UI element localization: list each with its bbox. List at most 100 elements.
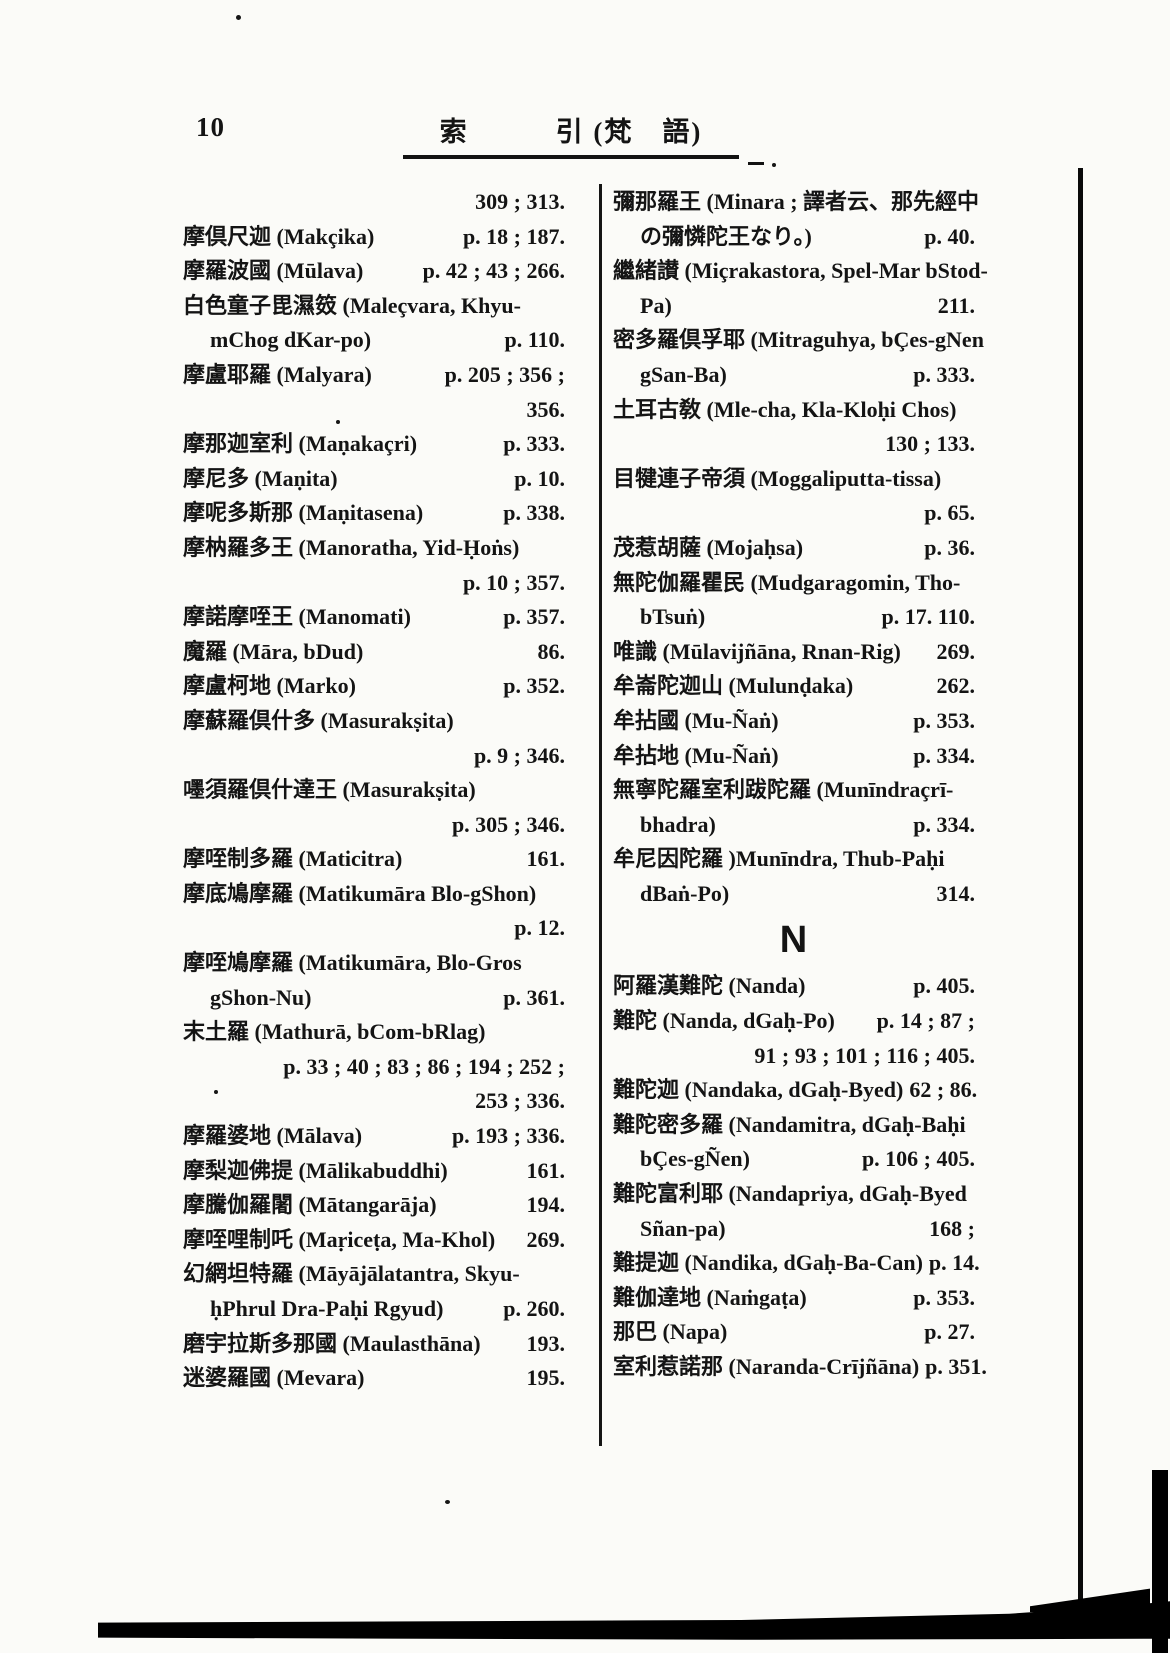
entry-pages: 130 ; 133. (885, 431, 975, 457)
index-entry-row: 目犍連子帝須 (Moggaliputta-tissa) (613, 462, 975, 497)
entry-text: 摩倶尺迦 (Makçika) (183, 223, 375, 249)
entry-text: 幻網坦特羅 (Māyājālatantra, Skyu- (183, 1261, 520, 1287)
entry-text: 繼緒讃 (Miçrakastora, Spel-Mar bStod- (613, 258, 988, 284)
index-entry-row: mChog dKar-po) p. 110. (183, 323, 565, 358)
entry-pages: 262. (936, 673, 976, 699)
index-entry-row: 摩羅波國 (Mūlava) p. 42 ; 43 ; 266. (183, 254, 565, 289)
index-entry-row: 牟崙陀迦山 (Mulunḍaka) 262. (613, 669, 975, 704)
index-entry-row: 阿羅漢難陀 (Nanda) p. 405. (613, 969, 975, 1004)
entry-pages: 62 ; 86. (909, 1077, 978, 1103)
index-entry-row: p. 10 ; 357. (183, 566, 565, 601)
entry-pages: p. 36. (924, 534, 975, 560)
entry-pages: p. 14. (928, 1250, 980, 1276)
index-entry-row: p. 33 ; 40 ; 83 ; 86 ; 194 ; 252 ; (183, 1050, 565, 1085)
entry-pages: 91 ; 93 ; 101 ; 116 ; 405. (754, 1042, 975, 1068)
entry-text: 難提迦 (Nandika, dGaḥ-Ba-Can) (613, 1250, 923, 1276)
entry-pages: 161. (526, 846, 566, 872)
entry-pages: p. 65. (924, 500, 975, 526)
index-entry-row: 無寧陀羅室利跋陀羅 (Munīndraçrī- (613, 773, 975, 808)
index-entry-row: 末土羅 (Mathurā, bCom-bRlag) (183, 1015, 565, 1050)
index-entry-row: p. 12. (183, 911, 565, 946)
index-entry-row: 牟拈地 (Mu-Ñaṅ) p. 334. (613, 739, 975, 774)
entry-text: dBaṅ-Po) (640, 880, 730, 906)
entry-text: 摩盧耶羅 (Malyara) (183, 361, 372, 387)
scan-edge-right-line (1078, 168, 1083, 1608)
index-entry-row: 難陀富利耶 (Nandapriya, dGaḥ-Byed (613, 1177, 975, 1212)
entry-pages: p. 334. (913, 742, 975, 768)
entry-text: 阿羅漢難陀 (Nanda) (613, 973, 806, 999)
entry-pages: p. 9 ; 346. (473, 742, 565, 768)
entry-pages: 86. (537, 638, 566, 664)
entry-pages: 269. (936, 638, 976, 664)
index-entry-row: 難陀 (Nanda, dGaḥ-Po) p. 14 ; 87 ; (613, 1004, 975, 1039)
index-entry-row: 摩盧柯地 (Marko) p. 352. (183, 669, 565, 704)
index-entry-row: gSan-Ba) p. 333. (613, 358, 975, 393)
index-entry-row: 茂惹胡薩 (Mojaḥsa) p. 36. (613, 531, 975, 566)
entry-text: 室利惹諾那 (Naranda-Crījñāna) (613, 1354, 920, 1379)
section-heading: N (779, 919, 809, 962)
entry-text: 摩尼多 (Maṇita) (183, 465, 338, 491)
header-rule (403, 155, 739, 159)
entry-text: 牟拈國 (Mu-Ñaṅ) (613, 707, 779, 733)
entry-text: 摩梨迦佛提 (Mālikabuddhi) (183, 1157, 448, 1183)
index-entry-row: 唯識 (Mūlavijñāna, Rnan-Rig) 269. (613, 635, 975, 670)
entry-text: ḥPhrul Dra-Paḥi Rgyud) (210, 1296, 444, 1321)
index-entry-row: 摩蘇羅倶什多 (Masurakṣita) (183, 704, 565, 739)
index-entry-row: 摩底鳩摩羅 (Matikumāra Blo-gShon) (183, 877, 565, 912)
page-title: 索 引 (梵 語) (439, 117, 703, 147)
entry-text: 摩枘羅多王 (Manoratha, Yid-Ḥoṅs) (183, 534, 520, 560)
index-entry-row: p. 65. (613, 496, 975, 531)
entry-text: 茂惹胡薩 (Mojaḥsa) (613, 534, 804, 560)
index-entry-row: 彌那羅王 (Minara ; 譯者云、那先經中 (613, 185, 979, 220)
entry-text: bÇes-gÑen) (640, 1146, 750, 1172)
entry-pages: p. 357. (503, 604, 565, 630)
index-entry-row: bTsuṅ) p. 17. 110. (613, 600, 975, 635)
index-entry-row: 摩盧耶羅 (Malyara) p. 205 ; 356 ; (183, 358, 565, 393)
entry-pages: p. 334. (913, 811, 975, 837)
index-entry-row: 摩咥鳩摩羅 (Matikumāra, Blo-Gros (183, 946, 565, 981)
entry-text: 摩那迦室利 (Maṇakaçri) (183, 431, 418, 457)
header-title-block: 索 引 (梵 語) (403, 110, 739, 159)
entry-pages: p. 33 ; 40 ; 83 ; 86 ; 194 ; 252 ; (283, 1053, 565, 1079)
index-entry-row: 253 ; 336. (183, 1084, 565, 1119)
ink-speck (772, 163, 776, 167)
entry-pages: p. 351. (925, 1354, 987, 1379)
entry-pages: 269. (526, 1226, 566, 1252)
index-entry-row: 無陀伽羅瞿民 (Mudgaragomin, Tho- (613, 566, 975, 601)
index-entry-row: ḥPhrul Dra-Paḥi Rgyud) p. 260. (183, 1292, 565, 1327)
entry-pages: p. 12. (514, 915, 565, 941)
entry-pages: p. 352. (503, 673, 565, 699)
entry-text: 嚜須羅倶什達王 (Masurakṣita) (183, 777, 476, 803)
header-rule-dash (748, 162, 764, 165)
index-column-right: 彌那羅王 (Minara ; 譯者云、那先經中 の彌憐陀王なり。) p. 40. 繼緒… (613, 185, 988, 1385)
entry-text: Sñan-pa) (640, 1215, 726, 1241)
entry-pages: p. 361. (503, 984, 565, 1010)
index-entry-row: 牟拈國 (Mu-Ñaṅ) p. 353. (613, 704, 975, 739)
entry-pages: p. 305 ; 346. (451, 811, 565, 837)
index-entry-row: 摩羅婆地 (Mālava) p. 193 ; 336. (183, 1119, 565, 1154)
entry-text: 無寧陀羅室利跋陀羅 (Munīndraçrī- (613, 777, 954, 803)
entry-text: 摩羅婆地 (Mālava) (183, 1123, 363, 1149)
scan-edge-bottom (98, 1601, 1170, 1640)
index-entry-row: 難提迦 (Nandika, dGaḥ-Ba-Can) p. 14. (613, 1246, 980, 1281)
entry-text: 磨宇拉斯多那國 (Maulasthāna) (183, 1330, 481, 1356)
index-entry-row: 356. (183, 393, 566, 428)
index-entry-row: 難陀密多羅 (Nandamitra, dGaḥ-Baḥi (613, 1108, 975, 1143)
entry-pages: p. 106 ; 405. (861, 1146, 975, 1172)
entry-text: Pa) (640, 292, 672, 318)
index-entry-row: 室利惹諾那 (Naranda-Crījñāna) p. 351. (613, 1350, 987, 1385)
entry-text: 密多羅倶孚耶 (Mitraguhya, bÇes-gNen (613, 327, 984, 353)
entry-text: 難陀富利耶 (Nandapriya, dGaḥ-Byed (613, 1181, 967, 1207)
index-entry-row: 迷婆羅國 (Mevara) 195. (183, 1361, 565, 1396)
column-divider (599, 184, 602, 1446)
index-entry-row: 土耳古敎 (Mle-cha, Kla-Kloḥi Chos) (613, 393, 975, 428)
ink-speck (445, 1500, 450, 1504)
index-entry-row: 魔羅 (Māra, bDud) 86. (183, 635, 565, 670)
entry-text: 那巴 (Napa) (613, 1319, 728, 1345)
entry-pages: p. 18 ; 187. (462, 223, 565, 249)
ink-speck (336, 420, 340, 424)
entry-text: の彌憐陀王なり。) (640, 223, 812, 249)
entry-text: 土耳古敎 (Mle-cha, Kla-Kloḥi Chos) (613, 396, 957, 422)
entry-text: gSan-Ba) (640, 361, 727, 387)
entry-pages: 356. (526, 396, 566, 422)
